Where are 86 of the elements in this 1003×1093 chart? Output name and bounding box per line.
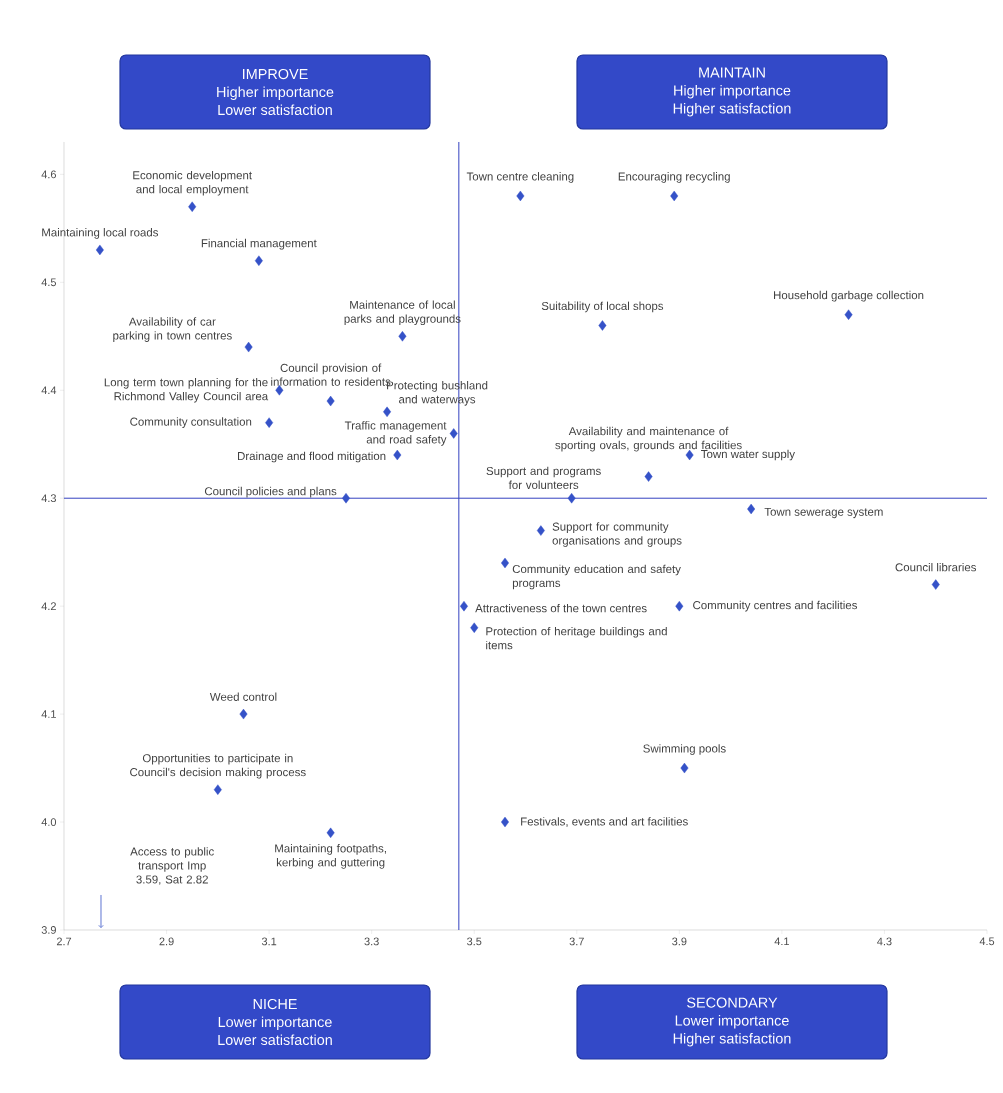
y-tick-label: 4.3 [41, 494, 56, 503]
annotation: Support and programs for volunteers [486, 466, 601, 490]
annotation: Festivals, events and art facilities [521, 817, 688, 827]
x-tick-label: 3.3 [364, 937, 379, 946]
text: Lower importance [218, 1016, 332, 1030]
annotation: Encouraging recycling [618, 172, 730, 183]
point [675, 600, 684, 612]
annotation: Traffic management and road safety [344, 421, 447, 446]
point [326, 395, 335, 407]
point [213, 784, 222, 795]
text: Higher importance [674, 85, 791, 99]
point [95, 244, 104, 256]
text: Lower satisfaction [218, 1034, 332, 1046]
annotation: Availability and maintenance of sporting ovals, grounds and facilities [555, 426, 742, 452]
point [393, 449, 402, 461]
annotation: Council libraries [895, 562, 977, 572]
text: Lower satisfaction [218, 104, 332, 116]
y-tick-label: 4.1 [41, 710, 56, 718]
point [747, 503, 756, 515]
point [685, 449, 694, 461]
text: Higher satisfaction [673, 1033, 791, 1047]
point [536, 525, 545, 536]
annotation: Maintaining footpaths, kerbing and guttering [275, 844, 386, 869]
text: SECONDARY [687, 997, 778, 1008]
text: Higher importance [217, 86, 334, 100]
annotation: Maintaining local roads [42, 228, 159, 239]
annotation: Household garbage collection [774, 290, 924, 302]
point [254, 255, 263, 266]
text: Lower importance [675, 1015, 789, 1029]
y-tick-label: 4.2 [41, 602, 56, 610]
point [265, 417, 274, 428]
y-tick-label: 4.4 [41, 386, 57, 395]
text: Higher satisfaction [673, 102, 791, 117]
x-tick-label: 4.3 [877, 937, 892, 946]
annotation: Protection of heritage buildings and items [486, 626, 667, 650]
y-tick-label: 3.9 [41, 926, 56, 934]
x-tick-label: 3.7 [569, 937, 584, 946]
point [567, 493, 576, 504]
x-tick-label: 4.1 [774, 937, 789, 946]
point [516, 190, 525, 202]
point [680, 762, 689, 774]
y-tick-label: 4.5 [41, 278, 57, 287]
text: NICHE [253, 998, 297, 1010]
x-tick-label: 4.5 [979, 937, 995, 946]
point [398, 331, 407, 342]
x-tick-label: 3.1 [261, 937, 277, 946]
point [244, 341, 253, 353]
point [326, 827, 335, 839]
x-tick-label: 2.9 [159, 937, 174, 946]
annotation: Opportunities to participate in Council's decision making process [130, 753, 306, 779]
point [275, 385, 284, 396]
annotation: Weed control [209, 692, 277, 701]
annotation: Attractiveness of the town centres [475, 603, 647, 613]
annotation: Town water supply [701, 449, 795, 461]
annotation: Community consultation [130, 417, 252, 428]
x-tick-label: 3.9 [672, 937, 687, 946]
annotation: Access to public transport Imp 3.59, Sat 2.82 [130, 847, 214, 885]
point [188, 201, 197, 212]
point [239, 708, 248, 720]
text: IMPROVE [243, 68, 308, 80]
annotation: Support for community organisations and groups [552, 522, 682, 547]
point [844, 309, 853, 320]
annotation: Financial management [201, 238, 317, 250]
x-tick-label: 2.7 [56, 937, 72, 946]
point [644, 471, 653, 482]
annotation: Town centre cleaning [466, 172, 574, 183]
annotation: Swimming pools [643, 744, 726, 755]
annotation: Drainage and flood mitigation [238, 451, 386, 463]
annotation: Community education and safety programs [512, 564, 681, 590]
point [449, 428, 458, 439]
text: MAINTAIN [699, 67, 765, 78]
annotation: Council policies and plans [204, 486, 337, 498]
point [931, 579, 940, 590]
annotation: Town sewerage system [764, 507, 883, 519]
y-tick-label: 4.6 [41, 170, 56, 179]
point [670, 190, 679, 202]
point [342, 493, 350, 504]
point [470, 622, 479, 633]
annotation: Long term town planning for the Richmond Valley Council area [104, 377, 269, 403]
y-tick-label: 4.0 [41, 818, 57, 826]
annotation: Community centres and facilities [693, 600, 858, 612]
annotation: Suitability of local shops [541, 301, 664, 313]
annotation: Economic development and local employment [133, 170, 252, 196]
annotation: Availability of car parking in town centres [113, 317, 232, 342]
x-tick-label: 3.5 [467, 937, 482, 946]
point [598, 320, 607, 331]
